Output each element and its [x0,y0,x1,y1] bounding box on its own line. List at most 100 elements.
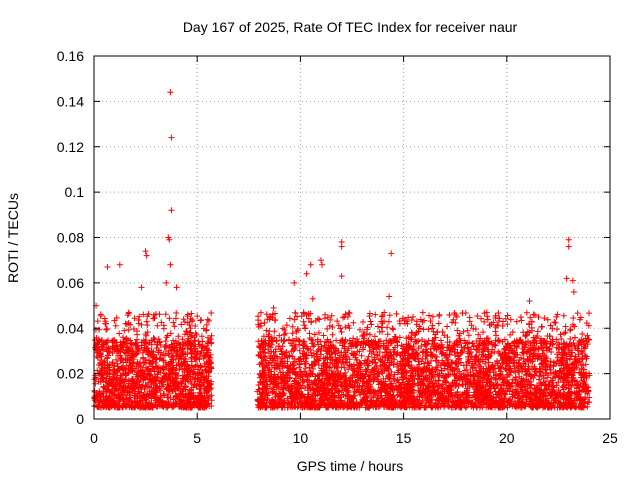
data-point [99,401,106,408]
data-point [124,384,131,391]
data-point [180,386,187,393]
data-point [141,344,148,351]
data-point [176,353,183,360]
data-point [125,377,132,384]
data-point [162,359,169,366]
data-point [187,329,194,336]
data-point [131,393,138,400]
data-point [131,315,138,322]
data-point [133,340,140,347]
data-point [105,386,112,393]
data-point [172,399,179,406]
data-point [179,348,186,355]
data-point [163,400,170,407]
data-point [143,382,150,389]
data-point [101,358,108,365]
data-point [111,363,118,370]
data-point [179,375,186,382]
data-point [198,333,205,340]
data-point [150,311,157,318]
data-point [164,381,171,388]
data-point [125,326,132,333]
data-point [125,370,132,377]
data-point [99,347,106,354]
data-point [154,403,161,410]
data-point [201,398,208,405]
data-point [160,404,167,411]
data-point [105,348,112,355]
data-point [167,377,174,384]
data-point [189,332,196,339]
grid-lines [94,56,610,419]
data-point [148,347,155,354]
data-point [118,355,125,362]
data-point [95,403,102,410]
data-point [94,318,101,325]
data-point [138,321,145,328]
data-point [149,363,156,370]
data-point [202,367,209,374]
data-point [156,385,163,392]
data-point [204,394,211,401]
data-point [150,335,157,342]
data-point [192,337,199,344]
data-point [118,374,125,381]
data-point [187,387,194,394]
data-point [102,340,109,347]
data-point [130,325,137,332]
data-point [140,311,147,318]
data-point [174,349,181,356]
data-point [136,391,143,398]
data-point [180,350,187,357]
data-point [199,402,206,409]
data-point [168,359,175,366]
data-point [130,379,137,386]
data-point [157,355,164,362]
data-point [154,371,161,378]
data-point [168,341,175,348]
data-point [148,390,155,397]
data-point [135,320,142,327]
data-point [133,362,140,369]
data-point [140,371,147,378]
data-point [172,315,179,322]
data-point [99,375,106,382]
data-point [179,392,186,399]
data-point [159,403,166,410]
data-point [144,351,151,358]
data-point [137,364,144,371]
data-point [117,390,124,397]
data-point [122,320,129,327]
data-point [188,345,195,352]
data-point [178,321,185,328]
data-point [103,397,110,404]
data-point [129,402,136,409]
data-point [99,361,106,368]
data-point [168,354,175,361]
data-point [208,402,215,409]
data-point [163,386,170,393]
data-point [170,366,177,373]
data-point [137,376,144,383]
data-point [99,376,106,383]
data-point [173,348,180,355]
data-point [162,399,169,406]
data-point [97,312,104,319]
data-point [176,365,183,372]
data-point [197,397,204,404]
data-point [111,338,118,345]
data-point [187,395,194,402]
data-point [165,351,172,358]
data-point [144,322,151,329]
data-point [136,313,143,320]
data-point [106,366,113,373]
data-point [187,346,194,353]
data-point [152,385,159,392]
data-point [156,380,163,387]
data-point [108,379,115,386]
data-point [119,334,126,341]
data-point [134,350,141,357]
data-point [185,363,192,370]
data-point [103,369,110,376]
data-point [148,341,155,348]
